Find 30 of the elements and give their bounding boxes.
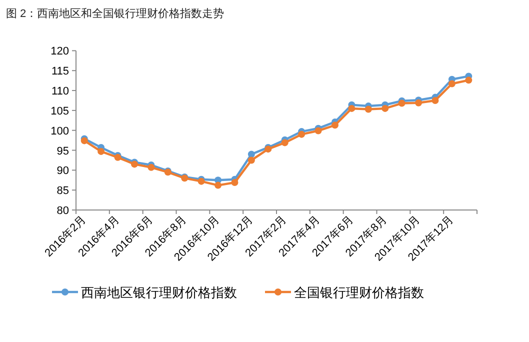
point: [398, 100, 406, 107]
point: [432, 96, 439, 104]
y-tick-label: 115: [51, 66, 69, 78]
y-tick-label: 120: [50, 46, 69, 58]
point: [314, 127, 322, 134]
point: [382, 104, 389, 112]
y-tick-label: 85: [56, 185, 69, 198]
point: [248, 150, 255, 158]
point: [298, 130, 306, 138]
point: [281, 139, 288, 146]
y-tick-label: 100: [50, 125, 69, 138]
point: [465, 76, 472, 84]
point: [148, 164, 155, 171]
point: [231, 179, 238, 186]
y-tick-label: 80: [56, 205, 69, 217]
legend-label: 全国银行理财价格指数: [294, 285, 424, 300]
point: [248, 156, 255, 164]
y-tick-label: 110: [51, 86, 69, 98]
y-tick-label: 90: [56, 165, 69, 178]
point: [214, 182, 222, 189]
y-tick-label: 105: [50, 105, 69, 118]
y-tick-label: 95: [56, 145, 69, 158]
point: [448, 80, 456, 88]
point: [348, 104, 356, 112]
point: [98, 148, 105, 155]
point: [415, 99, 422, 106]
legend-label: 西南地区银行理财价格指数: [81, 285, 237, 300]
point: [331, 122, 338, 129]
chart-title: 图 2：西南地区和全国银行理财价格指数走势: [6, 7, 224, 20]
point: [364, 106, 372, 113]
